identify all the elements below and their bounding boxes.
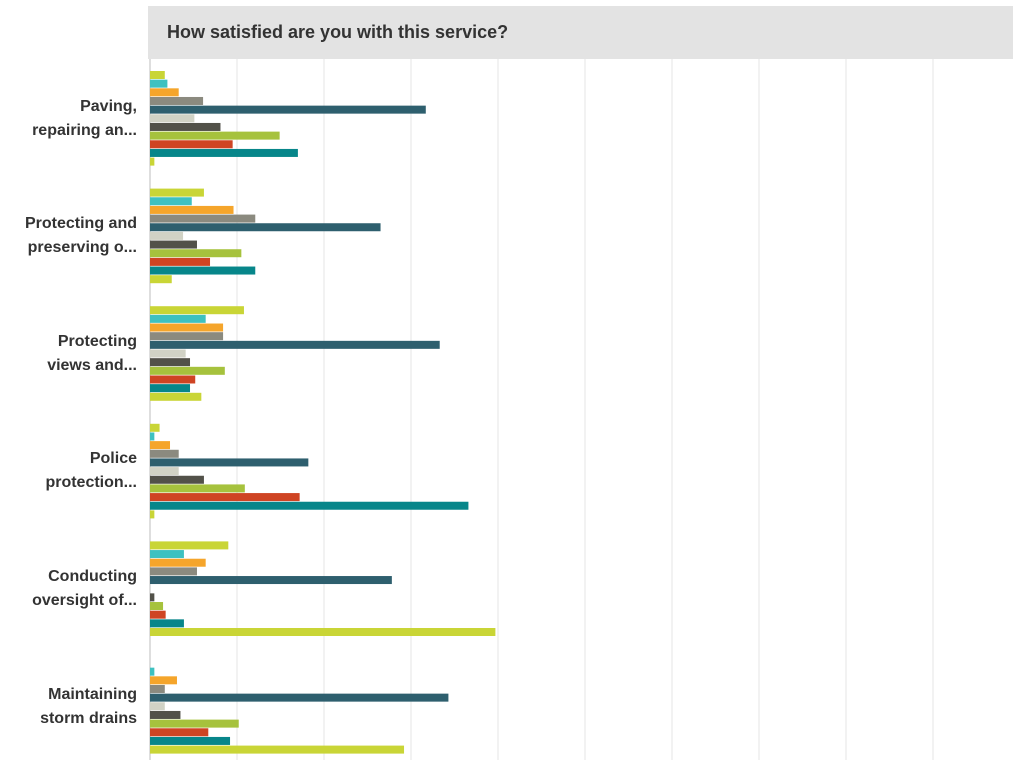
category-label-line: protection... xyxy=(45,474,137,492)
bar[interactable] xyxy=(150,114,195,123)
bar[interactable] xyxy=(150,131,280,140)
category-label: Protecting and preserving o... xyxy=(0,212,137,260)
category-label-line: Protecting xyxy=(57,332,137,350)
bar[interactable] xyxy=(150,702,165,711)
category-label-line: Maintaining xyxy=(48,685,137,703)
bar[interactable] xyxy=(150,484,245,493)
bar[interactable] xyxy=(150,122,221,131)
bar[interactable] xyxy=(150,593,155,602)
bar[interactable] xyxy=(150,375,196,384)
category-label: Conducting oversight of... xyxy=(0,565,137,613)
bar[interactable] xyxy=(150,475,204,484)
category-label-line: Protecting and xyxy=(24,215,137,233)
bar[interactable] xyxy=(150,719,239,728)
category-label-line: repairing an... xyxy=(32,121,137,139)
category-label-line: preserving o... xyxy=(27,239,137,257)
bar[interactable] xyxy=(150,501,469,510)
bar[interactable] xyxy=(150,567,197,576)
bar[interactable] xyxy=(150,79,168,88)
bar[interactable] xyxy=(150,148,298,157)
bar[interactable] xyxy=(150,432,155,441)
bar[interactable] xyxy=(150,323,224,332)
bar[interactable] xyxy=(150,423,160,432)
bar[interactable] xyxy=(150,467,179,476)
bar[interactable] xyxy=(150,249,242,258)
bar[interactable] xyxy=(150,510,155,519)
category-label: Police protection... xyxy=(0,447,137,495)
bar[interactable] xyxy=(150,240,197,249)
bar[interactable] xyxy=(150,349,186,358)
bar[interactable] xyxy=(150,541,229,550)
category-label-line: storm drains xyxy=(40,709,137,727)
bar[interactable] xyxy=(150,197,192,206)
category-label-line: views and... xyxy=(47,356,137,374)
category-label: Protecting views and... xyxy=(0,330,137,378)
bar[interactable] xyxy=(150,610,166,619)
question-title: How satisfied are you with this service? xyxy=(167,22,509,42)
bar[interactable] xyxy=(150,693,449,702)
category-label-line: Police xyxy=(89,450,137,468)
chart-header: How satisfied are you with this service? xyxy=(148,6,1013,59)
bar[interactable] xyxy=(150,71,165,79)
bar[interactable] xyxy=(150,332,224,341)
bar[interactable] xyxy=(150,340,440,349)
bar[interactable] xyxy=(150,602,164,611)
bar[interactable] xyxy=(150,140,233,149)
bar[interactable] xyxy=(150,558,206,567)
bar[interactable] xyxy=(150,266,256,275)
bar[interactable] xyxy=(150,257,211,266)
bar[interactable] xyxy=(150,314,206,323)
bar[interactable] xyxy=(150,619,184,628)
bar[interactable] xyxy=(150,205,234,214)
bar[interactable] xyxy=(150,676,177,685)
bar[interactable] xyxy=(150,306,244,315)
bar[interactable] xyxy=(150,628,496,636)
category-label-line: oversight of... xyxy=(32,592,137,610)
bar[interactable] xyxy=(150,223,381,232)
bar[interactable] xyxy=(150,275,172,284)
bar[interactable] xyxy=(150,392,202,401)
bar[interactable] xyxy=(150,358,191,367)
bar[interactable] xyxy=(150,157,155,166)
bar[interactable] xyxy=(150,684,165,693)
bar[interactable] xyxy=(150,745,405,754)
category-label: Paving, repairing an... xyxy=(0,95,137,143)
bar[interactable] xyxy=(150,728,209,737)
category-label-line: Conducting xyxy=(48,568,137,586)
bar[interactable] xyxy=(150,441,171,450)
bar[interactable] xyxy=(150,366,225,375)
bar[interactable] xyxy=(150,576,392,585)
bar[interactable] xyxy=(150,88,179,97)
bar[interactable] xyxy=(150,231,184,240)
bar[interactable] xyxy=(150,188,204,197)
bar[interactable] xyxy=(150,96,204,105)
bar[interactable] xyxy=(150,449,179,458)
bar[interactable] xyxy=(150,667,155,676)
bar[interactable] xyxy=(150,214,256,223)
bar[interactable] xyxy=(150,384,191,393)
bar[interactable] xyxy=(150,458,309,467)
bar[interactable] xyxy=(150,493,300,502)
category-label: Maintaining storm drains xyxy=(0,683,137,731)
category-label-line: Paving, xyxy=(80,97,137,115)
bar[interactable] xyxy=(150,105,426,114)
bar[interactable] xyxy=(150,550,184,559)
bar[interactable] xyxy=(150,710,181,719)
bar[interactable] xyxy=(150,736,231,745)
